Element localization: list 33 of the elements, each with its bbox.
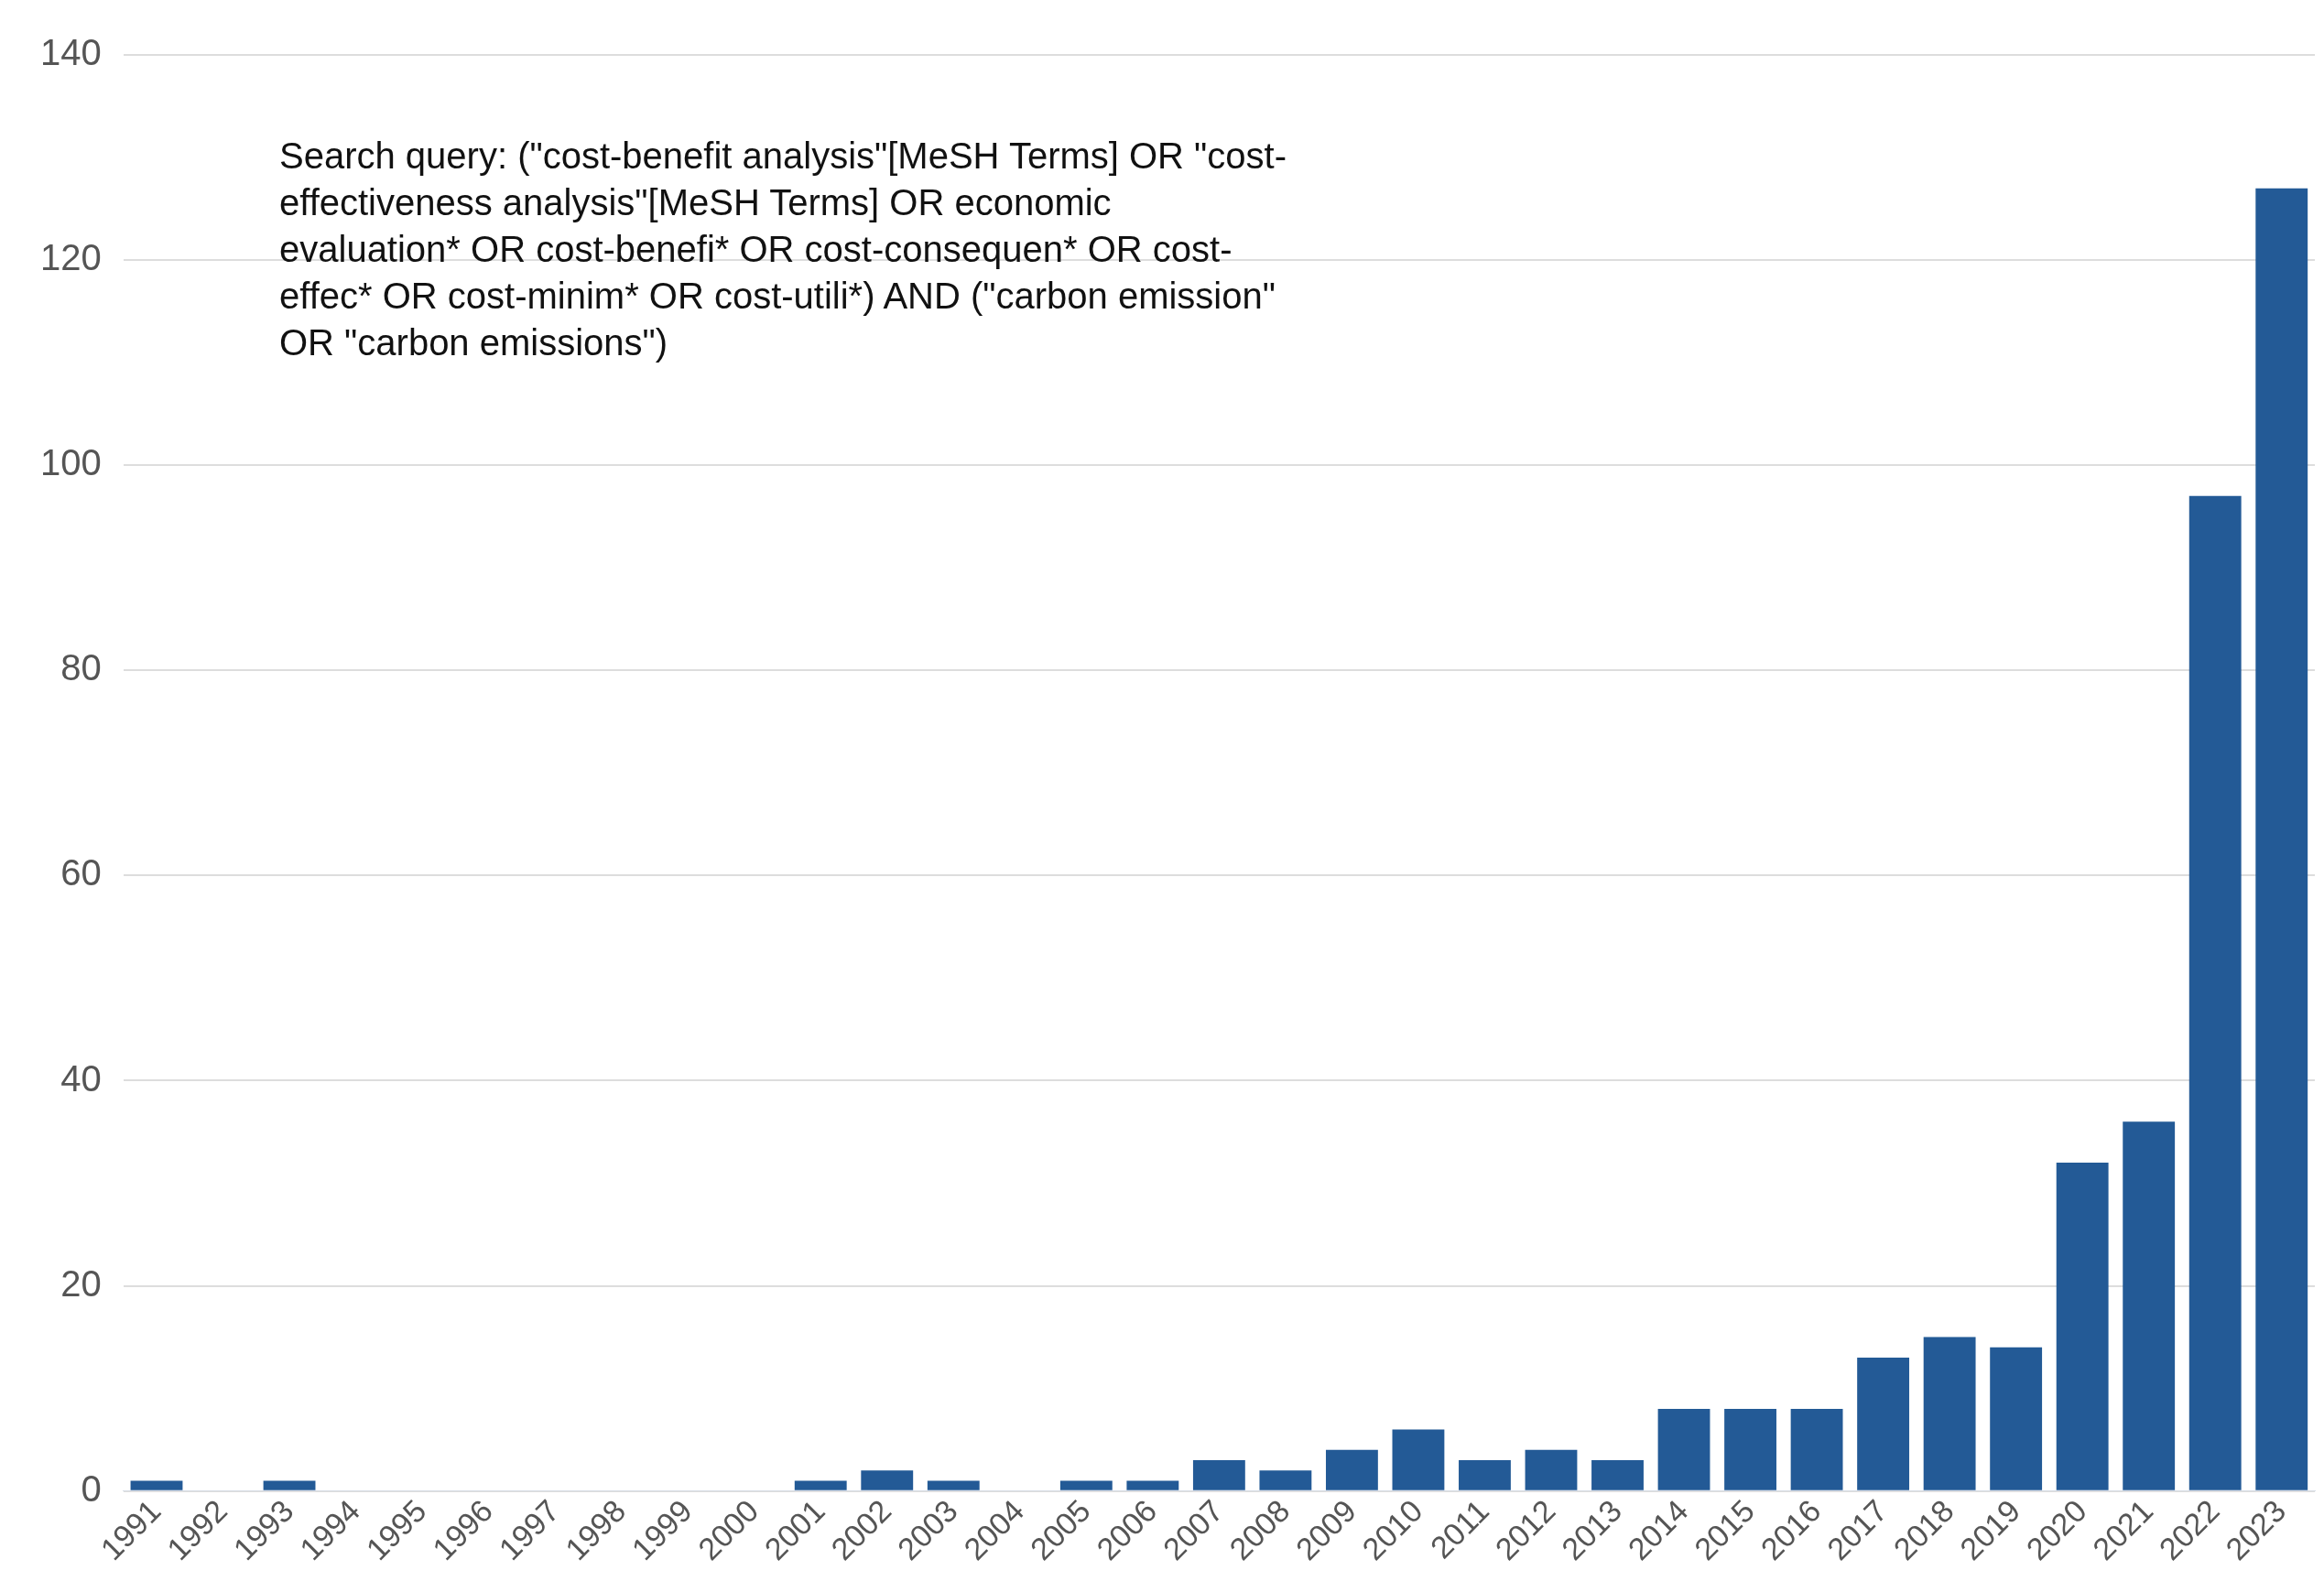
bar — [927, 1480, 980, 1490]
y-tick-label: 140 — [39, 32, 102, 73]
bar — [1059, 1480, 1113, 1490]
y-tick-label: 20 — [60, 1262, 102, 1304]
bar — [2188, 495, 2242, 1490]
bar — [1923, 1337, 1976, 1490]
bar — [794, 1480, 847, 1490]
y-tick-label: 60 — [60, 852, 102, 893]
y-tick-label: 0 — [81, 1467, 102, 1509]
bar — [1259, 1470, 1312, 1490]
y-tick-label: 40 — [60, 1057, 102, 1099]
bar — [1724, 1409, 1776, 1490]
bar — [1392, 1429, 1445, 1490]
bar — [1126, 1480, 1179, 1490]
bar — [2255, 188, 2308, 1490]
y-tick-label: 80 — [60, 647, 102, 688]
y-tick-label: 120 — [39, 237, 102, 278]
bar — [263, 1480, 316, 1490]
bar — [1325, 1449, 1378, 1490]
bar — [1591, 1460, 1644, 1490]
annotation: Search query: ("cost-benefit analysis"[MeSH Terms] OR "cost-effectiveness analysis"[MeSH Terms] OR economic evaluation* OR cost-benefi* OR cost-consequen* OR cost-effec* OR cost-minim* OR cost-utili*) AND ("carbon emission" OR "carbon emissions") — [279, 135, 1287, 364]
bar — [2123, 1121, 2176, 1490]
bar — [1459, 1460, 1511, 1490]
bar — [1657, 1409, 1710, 1490]
y-tick-label: 100 — [39, 442, 102, 483]
bar — [1990, 1347, 2043, 1490]
bar — [1857, 1358, 1910, 1490]
bar — [130, 1480, 183, 1490]
bar — [1525, 1449, 1578, 1490]
bar — [861, 1470, 914, 1490]
bar — [1192, 1460, 1245, 1490]
bar — [2056, 1163, 2109, 1490]
bar — [1790, 1409, 1843, 1490]
